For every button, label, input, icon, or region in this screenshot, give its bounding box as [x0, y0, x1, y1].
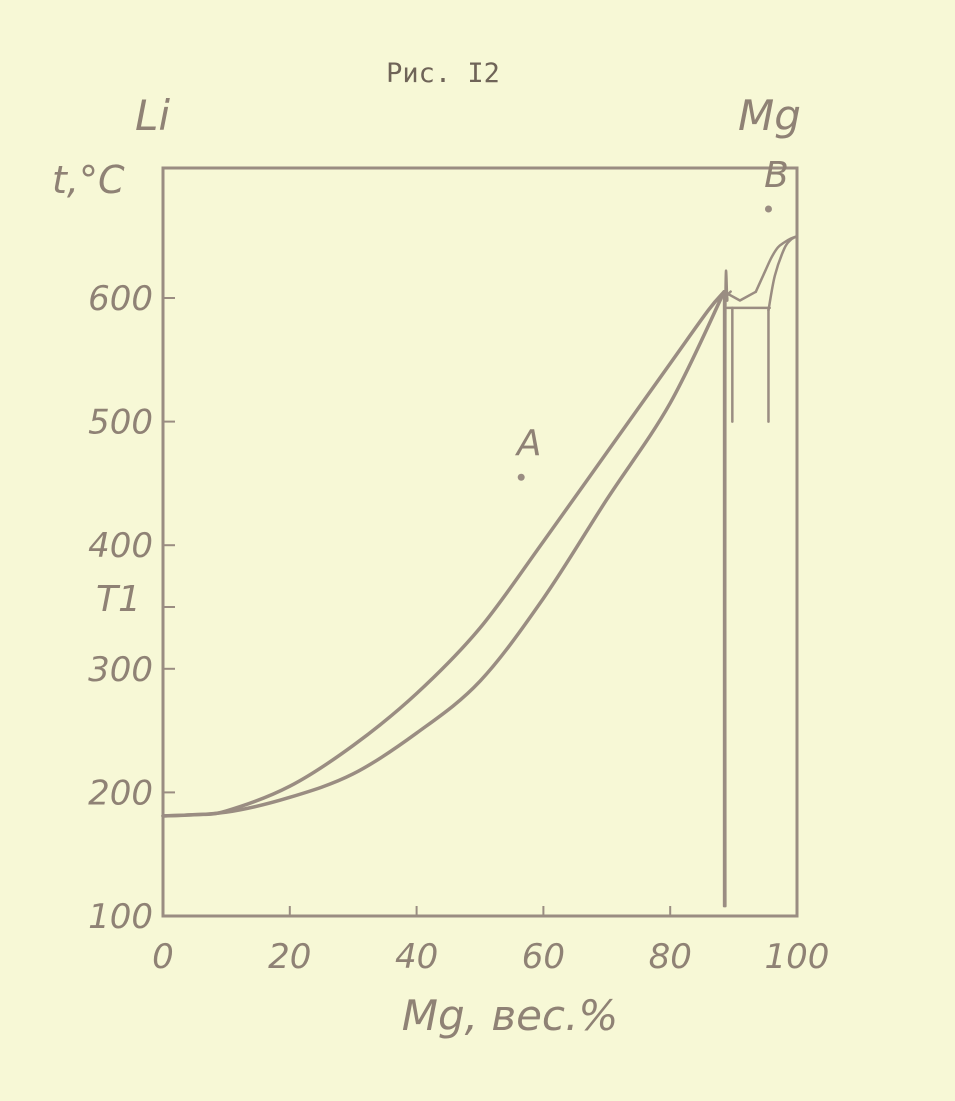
- y-tick-label: 500: [88, 403, 153, 443]
- phase-boundary-line-5: [767, 234, 799, 312]
- y-tick-label: 400: [88, 526, 153, 566]
- x-axis-ticks: 0 20 40 60 80 100: [152, 906, 829, 977]
- corner-label-left: Li: [135, 91, 170, 140]
- y-axis-label: t,°C: [52, 158, 125, 202]
- phase-boundary-line-7: [723, 269, 732, 908]
- corner-label-right: Mg: [738, 91, 801, 140]
- y-tick-label: 100: [88, 897, 153, 937]
- y-tick-label: 600: [88, 279, 153, 319]
- x-tick-label: 0: [152, 937, 174, 977]
- x-tick-label: 40: [395, 937, 438, 977]
- phase-points: AB: [515, 155, 789, 481]
- x-tick-label: 100: [765, 937, 830, 977]
- phase-boundary-line-4: [754, 234, 799, 294]
- phase-boundaries: [161, 234, 799, 908]
- figure-caption: Рис. I2: [386, 58, 500, 89]
- phase-boundary-line-2: [161, 290, 726, 818]
- x-tick-label: 60: [522, 937, 565, 977]
- y-tick-label: 200: [88, 773, 153, 813]
- y-axis-ticks: 100 200 300 400 500 600 T1: [88, 279, 175, 937]
- plot-frame: [161, 166, 799, 918]
- point-a-dot: [517, 473, 525, 481]
- point-b-dot: [764, 205, 772, 213]
- y-marker-label: T1: [96, 579, 141, 620]
- x-tick-label: 20: [268, 937, 311, 977]
- point-a-label: A: [515, 423, 542, 464]
- phase-boundary-line-3: [722, 290, 758, 302]
- x-tick-label: 80: [649, 937, 692, 977]
- phase-boundary-line-1: [161, 290, 726, 818]
- point-b-label: B: [764, 155, 789, 196]
- x-axis-label: Mg, вес.%: [402, 991, 619, 1040]
- y-tick-label: 300: [88, 650, 153, 690]
